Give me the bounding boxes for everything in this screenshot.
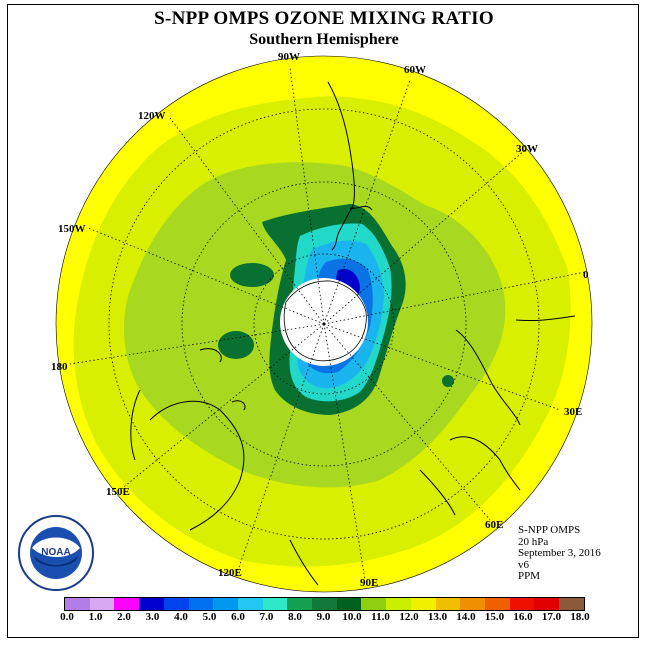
map-title: S-NPP OMPS OZONE MIXING RATIO xyxy=(154,8,494,29)
colorbar-swatch xyxy=(237,598,263,610)
colorbar-swatch xyxy=(386,598,411,610)
colorbar-swatch xyxy=(484,598,510,610)
lon-label-150e: 150E xyxy=(106,486,130,498)
colorbar-swatch xyxy=(188,598,214,610)
info-version: v6 xyxy=(518,558,529,571)
colorbar-swatch xyxy=(114,598,140,610)
colorbar-tick-label: 17.0 xyxy=(541,611,562,623)
colorbar-tick-label: 3.0 xyxy=(145,611,160,623)
colorbar-tick-label: 15.0 xyxy=(484,611,505,623)
colorbar-tick-label: 16.0 xyxy=(513,611,533,623)
lon-label-180: 180 xyxy=(51,361,68,373)
colorbar-swatch xyxy=(361,598,387,610)
colorbar-swatch xyxy=(509,598,535,610)
colorbar-swatch xyxy=(287,598,313,610)
noaa-logo: NOAA xyxy=(18,515,94,591)
colorbar-tick-label: 9.0 xyxy=(316,611,331,623)
lon-label-120w: 120W xyxy=(138,110,166,122)
green-blob-south xyxy=(218,331,254,359)
logo-text: NOAA xyxy=(41,547,70,558)
info-level: 20 hPa xyxy=(518,535,549,548)
colorbar-tick-label: 13.0 xyxy=(427,611,448,623)
green-blob-east xyxy=(442,375,454,387)
lon-label-90w: 90W xyxy=(278,51,300,63)
info-block: S-NPP OMPS 20 hPa September 3, 2016 v6 P… xyxy=(518,524,601,583)
lon-label-0: 0 xyxy=(583,269,589,281)
lon-label-60w: 60W xyxy=(404,64,426,76)
colorbar-swatch xyxy=(336,598,362,610)
colorbar-swatch xyxy=(435,598,461,610)
lon-label-90e: 90E xyxy=(360,577,378,589)
colorbar xyxy=(64,597,585,611)
graticule xyxy=(69,67,586,581)
colorbar-tick-label: 8.0 xyxy=(288,611,302,623)
colorbar-tick-label: 10.0 xyxy=(342,611,362,623)
colorbar-swatch xyxy=(312,598,337,610)
lon-label-30e: 30E xyxy=(564,406,582,418)
colorbar-tick-label: 14.0 xyxy=(456,611,476,623)
colorbar-swatch xyxy=(559,598,584,610)
figure-frame xyxy=(7,4,639,638)
info-instrument: S-NPP OMPS xyxy=(518,524,581,536)
colorbar-tick-label: 6.0 xyxy=(231,611,245,623)
colorbar-swatch xyxy=(163,598,189,610)
green-blob-west xyxy=(230,263,274,287)
colorbar-swatch xyxy=(534,598,560,610)
longitude-labels: 90W 60W 30W 0 30E 60E 90E 120E 150E 180 … xyxy=(51,51,589,589)
colorbar-swatch xyxy=(410,598,436,610)
info-date: September 3, 2016 xyxy=(518,547,601,560)
colorbar-swatch xyxy=(89,598,115,610)
lon-label-60e: 60E xyxy=(485,519,503,531)
colorbar-tick-label: 7.0 xyxy=(259,611,274,623)
colorbar-swatch xyxy=(460,598,485,610)
colorbar-labels: 0.0 1.0 2.0 3.0 4.0 5.0 6.0 7.0 8.0 9.0 10.0 11.0 12… xyxy=(0,611,648,625)
colorbar-tick-label: 12.0 xyxy=(399,611,419,623)
colorbar-tick-label: 0.0 xyxy=(60,611,74,623)
colorbar-tick-label: 18.0 xyxy=(570,611,590,623)
colorbar-swatch xyxy=(139,598,164,610)
colorbar-tick-label: 5.0 xyxy=(202,611,217,623)
lon-label-150w: 150W xyxy=(58,223,86,235)
colorbar-tick-label: 4.0 xyxy=(174,611,188,623)
colorbar-tick-label: 1.0 xyxy=(88,611,103,623)
map-border xyxy=(55,55,593,593)
map-subtitle: Southern Hemisphere xyxy=(249,31,399,48)
lon-label-120e: 120E xyxy=(218,567,242,579)
colorbar-swatch xyxy=(213,598,238,610)
colorbar-tick-label: 11.0 xyxy=(371,611,390,623)
pole-cap xyxy=(280,278,368,366)
info-units: PPM xyxy=(518,570,541,583)
colorbar-swatch xyxy=(262,598,288,610)
colorbar-tick-label: 2.0 xyxy=(117,611,131,623)
lon-label-30w: 30W xyxy=(516,143,538,155)
colorbar-swatch xyxy=(65,598,90,610)
